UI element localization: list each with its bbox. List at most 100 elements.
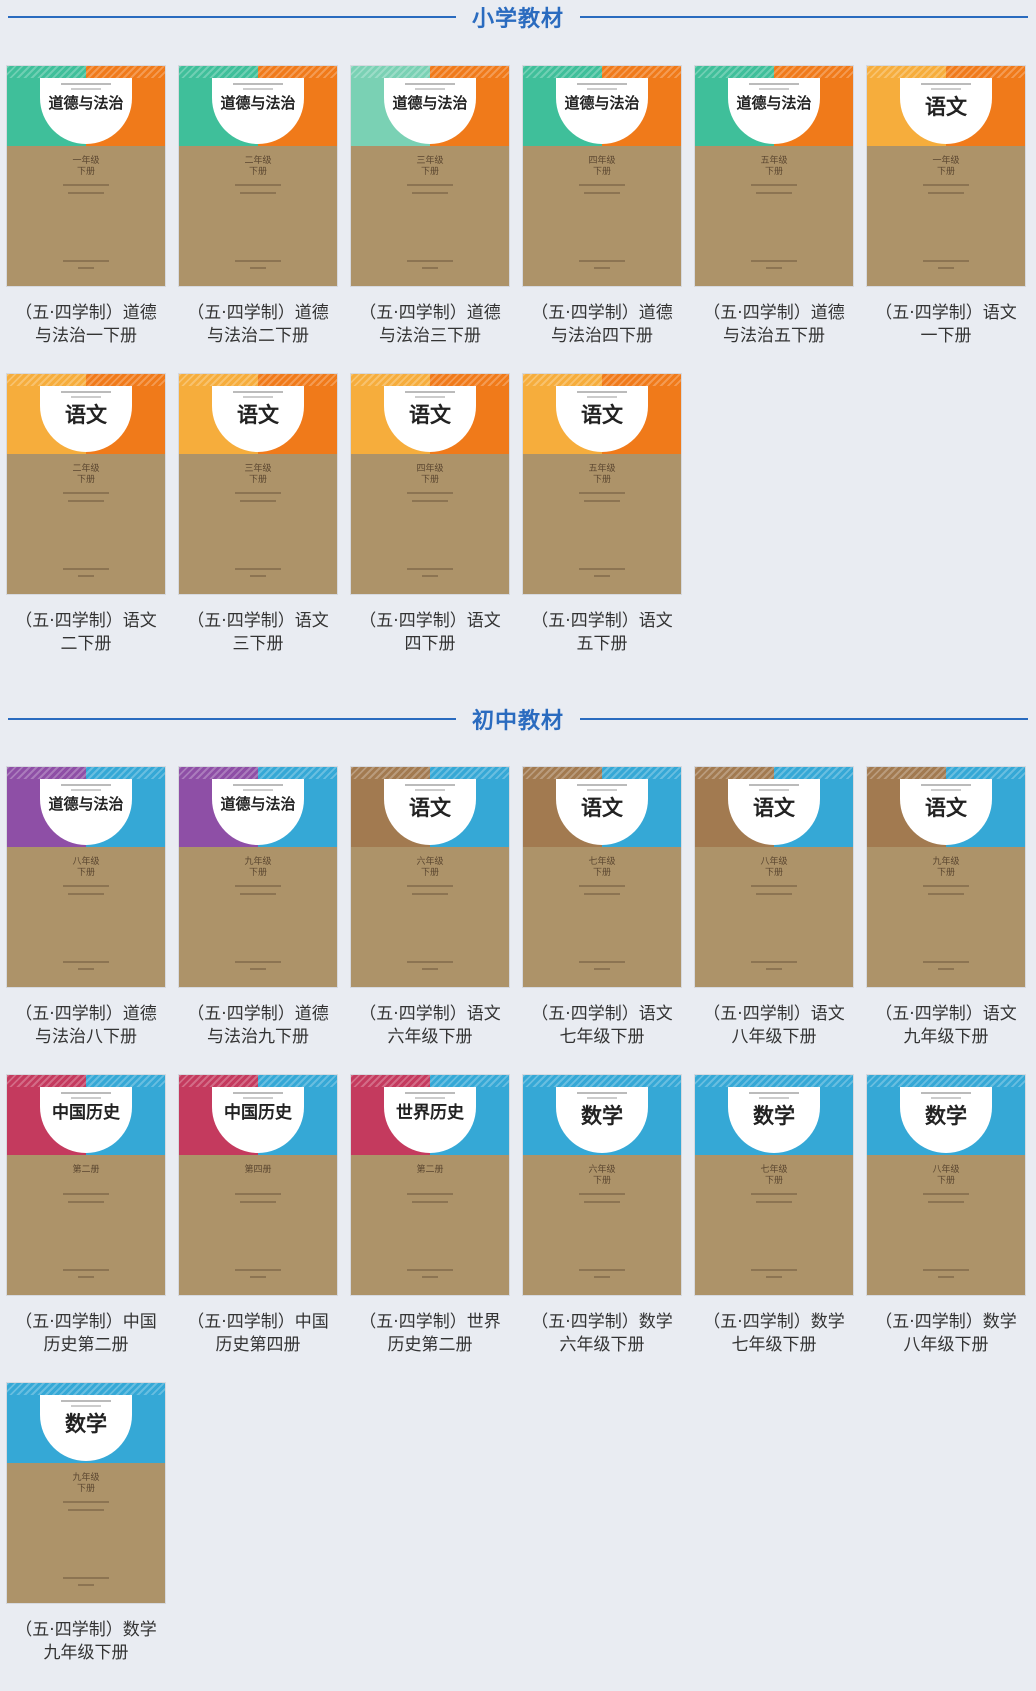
book-caption[interactable]: （五·四学制）道德与法治五下册 bbox=[703, 303, 845, 346]
book-card[interactable]: 语文 八年级 下册 （五·四学制）语文八年级下册 bbox=[695, 767, 853, 1075]
book-cover-image[interactable]: 数学 六年级 下册 bbox=[523, 1075, 681, 1295]
book-card[interactable]: 中国历史 第四册 （五·四学制）中国历史第四册 bbox=[179, 1075, 337, 1383]
book-caption[interactable]: （五·四学制）道德与法治二下册 bbox=[187, 303, 329, 346]
book-card[interactable]: 语文 二年级 下册 （五·四学制）语文二下册 bbox=[7, 374, 165, 682]
book-caption[interactable]: （五·四学制）道德与法治八下册 bbox=[15, 1004, 157, 1047]
book-card[interactable]: 数学 九年级 下册 （五·四学制）数学九年级下册 bbox=[7, 1383, 165, 1691]
divider-line bbox=[8, 718, 456, 720]
cover-grade-text: 第二册 bbox=[7, 1165, 165, 1176]
cover-fine-print bbox=[584, 1201, 620, 1203]
book-cover-image[interactable]: 中国历史 第二册 bbox=[7, 1075, 165, 1295]
cover-fine-print bbox=[78, 968, 94, 970]
book-cover-image[interactable]: 道德与法治 四年级 下册 bbox=[523, 66, 681, 286]
book-card[interactable]: 语文 五年级 下册 （五·四学制）语文五下册 bbox=[523, 374, 681, 682]
book-cover-image[interactable]: 语文 五年级 下册 bbox=[523, 374, 681, 594]
book-grid-primary: 道德与法治一年级下册 （五·四学制）道德与法治一下册 道德与法治 二年级 下册 （五·四学… bbox=[7, 66, 1029, 682]
book-card[interactable]: 语文 七年级 下册 （五·四学制）语文七年级下册 bbox=[523, 767, 681, 1075]
cover-volume: 下册 bbox=[248, 474, 267, 485]
book-card[interactable]: 道德与法治 二年级 下册 （五·四学制）道德与法治二下册 bbox=[179, 66, 337, 374]
book-cover-image[interactable]: 语文 四年级 下册 bbox=[351, 374, 509, 594]
book-card[interactable]: 语文 一年级 下册 （五·四学制）语文一下册 bbox=[867, 66, 1025, 374]
cover-subject-title: 道德与法治 bbox=[48, 94, 124, 112]
divider-line bbox=[580, 718, 1029, 720]
book-card[interactable]: 语文 六年级 下册 （五·四学制）语文六年级下册 bbox=[351, 767, 509, 1075]
book-caption[interactable]: （五·四学制）数学八年级下册 bbox=[875, 1312, 1017, 1355]
cover-fine-print bbox=[407, 260, 453, 262]
book-card[interactable]: 世界历史 第二册 （五·四学制）世界历史第二册 bbox=[351, 1075, 509, 1383]
book-caption[interactable]: （五·四学制）道德与法治四下册 bbox=[531, 303, 673, 346]
book-caption[interactable]: （五·四学制）中国历史第四册 bbox=[187, 1312, 329, 1355]
book-card[interactable]: 道德与法治五年级 下册 （五·四学制）道德与法治五下册 bbox=[695, 66, 853, 374]
book-caption[interactable]: （五·四学制）语文四下册 bbox=[359, 611, 501, 654]
book-caption[interactable]: （五·四学制）数学九年级下册 bbox=[15, 1620, 157, 1663]
cover-fine-print bbox=[412, 1201, 448, 1203]
book-caption[interactable]: （五·四学制）世界历史第二册 bbox=[359, 1312, 501, 1355]
book-caption[interactable]: （五·四学制）语文五下册 bbox=[531, 611, 673, 654]
cover-fine-print bbox=[250, 575, 266, 577]
cover-fine-print bbox=[579, 885, 625, 887]
book-cover-image[interactable]: 语文 六年级 下册 bbox=[351, 767, 509, 987]
book-caption[interactable]: （五·四学制）语文六年级下册 bbox=[359, 1004, 501, 1047]
book-caption[interactable]: （五·四学制）语文二下册 bbox=[15, 611, 157, 654]
cover-volume: 下册 bbox=[76, 867, 95, 878]
book-caption[interactable]: （五·四学制）语文三下册 bbox=[187, 611, 329, 654]
book-caption[interactable]: （五·四学制）语文七年级下册 bbox=[531, 1004, 673, 1047]
book-caption[interactable]: （五·四学制）道德与法治九下册 bbox=[187, 1004, 329, 1047]
book-cover-image[interactable]: 数学 八年级 下册 bbox=[867, 1075, 1025, 1295]
cover-fine-print bbox=[594, 1276, 610, 1278]
book-card[interactable]: 中国历史 第二册 （五·四学制）中国历史第二册 bbox=[7, 1075, 165, 1383]
book-caption[interactable]: （五·四学制）道德与法治三下册 bbox=[359, 303, 501, 346]
cover-subject-title: 道德与法治 bbox=[736, 94, 812, 112]
book-card[interactable]: 道德与法治 八年级 下册 （五·四学制）道德与法治八下册 bbox=[7, 767, 165, 1075]
book-cover-image[interactable]: 道德与法治 一年级 下册 bbox=[7, 66, 165, 286]
book-card[interactable]: 道德与法治 三年级 下册 （五·四学制）道德与法治三下册 bbox=[351, 66, 509, 374]
book-cover-image[interactable]: 道德与法治 三年级 下册 bbox=[351, 66, 509, 286]
cover-grade: 九年级 bbox=[72, 1473, 100, 1483]
book-cover-image[interactable]: 数学 九年级 下册 bbox=[7, 1383, 165, 1603]
book-card[interactable]: 语文 三年级 下册 （五·四学制）语文三下册 bbox=[179, 374, 337, 682]
book-caption[interactable]: （五·四学制）语文八年级下册 bbox=[703, 1004, 845, 1047]
book-cover-image[interactable]: 语文 八年级 下册 bbox=[695, 767, 853, 987]
book-card[interactable]: 语文 九年级 下册 （五·四学制）语文九年级下册 bbox=[867, 767, 1025, 1075]
book-cover-image[interactable]: 语文 一年级 下册 bbox=[867, 66, 1025, 286]
cover-grade-text: 三年级 下册 bbox=[179, 464, 337, 486]
book-card[interactable]: 语文 四年级 下册 （五·四学制）语文四下册 bbox=[351, 374, 509, 682]
book-cover-image[interactable]: 语文 七年级 下册 bbox=[523, 767, 681, 987]
book-cover-image[interactable]: 数学 七年级 下册 bbox=[695, 1075, 853, 1295]
book-caption[interactable]: （五·四学制）中国历史第二册 bbox=[15, 1312, 157, 1355]
book-card[interactable]: 道德与法治 一年级 下册 （五·四学制）道德与法治一下册 bbox=[7, 66, 165, 374]
book-card[interactable]: 数学 七年级 下册 （五·四学制）数学七年级下册 bbox=[695, 1075, 853, 1383]
book-caption[interactable]: （五·四学制）道德与法治一下册 bbox=[15, 303, 157, 346]
book-cover-image[interactable]: 道德与法治 九年级 下册 bbox=[179, 767, 337, 987]
book-caption[interactable]: （五·四学制）数学六年级下册 bbox=[531, 1312, 673, 1355]
book-card[interactable]: 道德与法治 四年级 下册 （五·四学制）道德与法治四下册 bbox=[523, 66, 681, 374]
cover-grade-text: 五年级 下册 bbox=[695, 156, 853, 178]
cover-grade: 一年级 bbox=[72, 156, 100, 166]
book-card[interactable]: 道德与法治 九年级 下册 （五·四学制）道德与法治九下册 bbox=[179, 767, 337, 1075]
book-caption[interactable]: （五·四学制）语文一下册 bbox=[875, 303, 1017, 346]
cover-fine-print bbox=[235, 1269, 281, 1271]
cover-fine-print bbox=[923, 1193, 969, 1195]
cover-grade: 七年级 bbox=[588, 857, 616, 867]
cover-fine-print bbox=[766, 968, 782, 970]
cover-fine-print bbox=[923, 1269, 969, 1271]
book-caption[interactable]: （五·四学制）语文九年级下册 bbox=[875, 1004, 1017, 1047]
cover-grade: 六年级 bbox=[416, 857, 444, 867]
book-cover-image[interactable]: 语文 三年级 下册 bbox=[179, 374, 337, 594]
cover-grade: 五年级 bbox=[588, 464, 616, 474]
book-cover-image[interactable]: 中国历史 第四册 bbox=[179, 1075, 337, 1295]
book-caption[interactable]: （五·四学制）数学七年级下册 bbox=[703, 1312, 845, 1355]
cover-subject-title: 道德与法治 bbox=[392, 94, 468, 112]
book-cover-image[interactable]: 道德与法治 八年级 下册 bbox=[7, 767, 165, 987]
book-cover-image[interactable]: 世界历史 第二册 bbox=[351, 1075, 509, 1295]
book-card[interactable]: 数学 六年级 下册 （五·四学制）数学六年级下册 bbox=[523, 1075, 681, 1383]
book-cover-image[interactable]: 道德与法治 二年级 下册 bbox=[179, 66, 337, 286]
book-cover-image[interactable]: 道德与法治五年级 下册 bbox=[695, 66, 853, 286]
cover-grade: 第二册 bbox=[416, 1165, 444, 1175]
book-cover-image[interactable]: 语文 九年级 下册 bbox=[867, 767, 1025, 987]
cover-fine-print bbox=[235, 184, 281, 186]
book-card[interactable]: 数学 八年级 下册 （五·四学制）数学八年级下册 bbox=[867, 1075, 1025, 1383]
cover-grade-text: 九年级 下册 bbox=[867, 857, 1025, 879]
book-cover-image[interactable]: 语文 二年级 下册 bbox=[7, 374, 165, 594]
cover-fine-print bbox=[63, 184, 109, 186]
